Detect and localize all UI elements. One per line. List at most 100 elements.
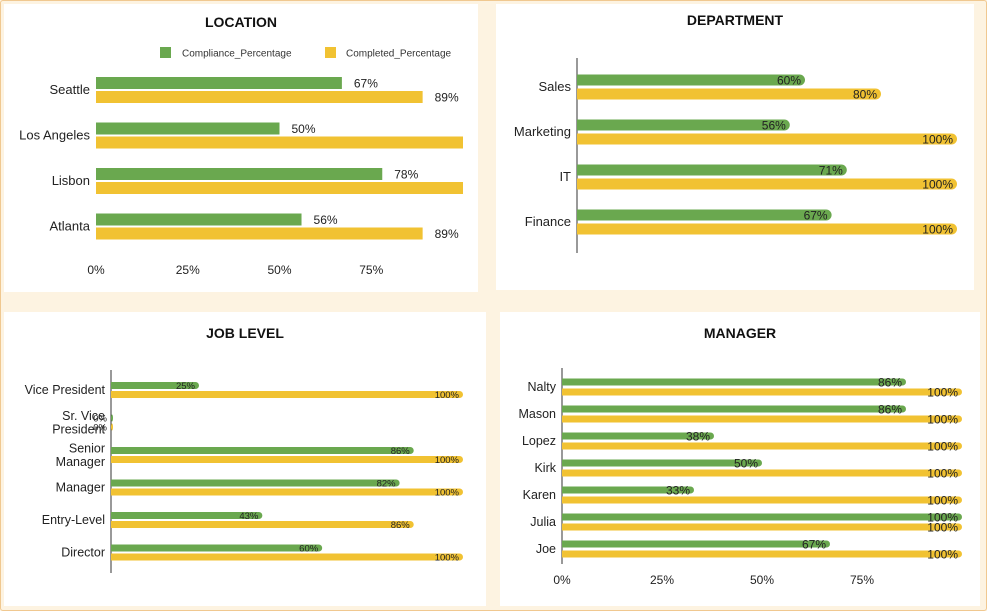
category-label-sr-vice-president: Sr. Vice bbox=[62, 409, 105, 423]
completed-label-entry-level: 86% bbox=[391, 520, 411, 531]
location-chart: Compliance_Percentage Completed_Percenta… bbox=[19, 47, 463, 277]
completed-bar-kirk-base bbox=[562, 469, 569, 477]
compliance-bar-sr-vice-president bbox=[111, 414, 113, 422]
compliance-bar-atlanta bbox=[96, 213, 302, 226]
compliance-label-nalty: 86% bbox=[878, 375, 902, 389]
compliance-label-atlanta: 56% bbox=[314, 213, 338, 227]
completed-bar-lopez-base bbox=[562, 442, 569, 450]
completed-label-it: 100% bbox=[922, 177, 953, 191]
compliance-bar-mason-base bbox=[562, 405, 569, 413]
category-label-kirk: Kirk bbox=[534, 461, 556, 475]
compliance-bar-kirk-base bbox=[562, 459, 569, 467]
category-label-sales: Sales bbox=[538, 79, 571, 94]
completed-label-karen: 100% bbox=[927, 493, 958, 507]
category-label-seattle: Seattle bbox=[50, 82, 90, 97]
completed-bar-joe-base bbox=[562, 550, 569, 558]
compliance-bar-entry-level-base bbox=[111, 512, 118, 519]
location-panel: LOCATION Compliance_Percentage Completed… bbox=[4, 4, 478, 292]
compliance-bar-joe bbox=[562, 540, 830, 548]
department-panel: DEPARTMENT Sales 60% 80% Marketing 56% 100% IT… bbox=[496, 4, 974, 290]
compliance-label-sr-vice-president: 0% bbox=[93, 413, 107, 424]
compliance-bar-karen bbox=[562, 486, 694, 494]
category-label-karen: Karen bbox=[523, 488, 556, 502]
compliance-label-finance: 67% bbox=[804, 208, 828, 222]
compliance-label-seattle: 67% bbox=[354, 76, 378, 90]
completed-bar-joe bbox=[562, 550, 962, 558]
category-label-joe: Joe bbox=[536, 542, 556, 556]
compliance-bar-manager bbox=[111, 479, 400, 487]
compliance-bar-finance bbox=[577, 209, 832, 221]
compliance-label-lopez: 38% bbox=[686, 429, 710, 443]
completed-label-vice-president: 100% bbox=[435, 390, 460, 401]
completed-bar-julia bbox=[562, 523, 962, 531]
completed-bar-los-angeles bbox=[96, 136, 463, 149]
compliance-label-vice-president: 25% bbox=[176, 381, 196, 392]
category-label-nalty: Nalty bbox=[528, 380, 557, 394]
compliance-bar-manager-base bbox=[111, 479, 118, 487]
compliance-bar-nalty-base bbox=[562, 378, 569, 386]
completed-label-seattle: 89% bbox=[435, 90, 459, 104]
category-label-manager: Manager bbox=[56, 481, 105, 495]
legend-completed-swatch bbox=[325, 47, 336, 58]
compliance-bar-finance-base bbox=[577, 209, 588, 221]
completed-label-mason: 100% bbox=[927, 412, 958, 426]
compliance-label-julia: 100% bbox=[927, 510, 958, 524]
category-label-senior-manager: Manager bbox=[56, 455, 105, 469]
compliance-bar-vice-president-base bbox=[111, 382, 118, 389]
completed-label-senior-manager: 100% bbox=[435, 455, 460, 466]
category-label-los-angeles: Los Angeles bbox=[19, 128, 90, 143]
compliance-bar-lisbon bbox=[96, 168, 383, 180]
completed-bar-manager bbox=[111, 488, 463, 496]
completed-label-atlanta: 89% bbox=[435, 227, 459, 241]
completed-bar-marketing bbox=[577, 133, 957, 145]
compliance-bar-julia bbox=[562, 513, 962, 521]
completed-bar-mason-base bbox=[562, 415, 569, 423]
completed-bar-julia-base bbox=[562, 523, 569, 531]
compliance-bar-sales bbox=[577, 74, 805, 86]
completed-label-sr-vice-president: 0% bbox=[93, 422, 107, 433]
completed-bar-entry-level-base bbox=[111, 521, 118, 528]
completed-label-director: 100% bbox=[435, 552, 460, 563]
department-title: DEPARTMENT bbox=[686, 12, 784, 28]
category-label-senior-manager: Senior bbox=[69, 441, 105, 455]
x-tick-2: 50% bbox=[750, 573, 774, 587]
compliance-bar-kirk bbox=[562, 459, 762, 467]
completed-bar-lopez bbox=[562, 442, 962, 450]
completed-label-nalty: 100% bbox=[927, 385, 958, 399]
completed-bar-finance-base bbox=[577, 223, 588, 235]
job-level-title: JOB LEVEL bbox=[206, 325, 284, 341]
manager-panel: MANAGER Nalty 86% 100% Mason 86% 100% Lopez 38%… bbox=[500, 312, 980, 606]
compliance-bar-julia-base bbox=[562, 513, 569, 521]
compliance-bar-karen-base bbox=[562, 486, 569, 494]
compliance-label-sales: 60% bbox=[777, 73, 801, 87]
manager-title: MANAGER bbox=[703, 325, 777, 341]
compliance-bar-it bbox=[577, 164, 847, 176]
compliance-label-mason: 86% bbox=[878, 402, 902, 416]
category-label-lopez: Lopez bbox=[522, 434, 556, 448]
x-tick-0: 0% bbox=[553, 573, 571, 587]
compliance-bar-marketing-base bbox=[577, 119, 588, 131]
compliance-bar-senior-manager-base bbox=[111, 447, 118, 454]
compliance-bar-director bbox=[111, 544, 323, 552]
category-label-mason: Mason bbox=[518, 407, 556, 421]
category-label-julia: Julia bbox=[530, 515, 556, 529]
completed-bar-manager-base bbox=[111, 488, 118, 496]
category-label-finance: Finance bbox=[525, 214, 571, 229]
compliance-bar-seattle bbox=[96, 77, 342, 89]
compliance-bar-senior-manager bbox=[111, 447, 414, 454]
completed-label-finance: 100% bbox=[922, 222, 953, 236]
completed-bar-senior-manager-base bbox=[111, 456, 118, 463]
completed-bar-finance bbox=[577, 223, 957, 235]
department-chart: Sales 60% 80% Marketing 56% 100% IT 71% 100% Fina… bbox=[514, 58, 957, 253]
completed-bar-it bbox=[577, 178, 957, 190]
completed-label-marketing: 100% bbox=[922, 132, 953, 146]
completed-label-manager: 100% bbox=[435, 487, 460, 498]
compliance-label-director: 60% bbox=[299, 543, 319, 554]
completed-bar-entry-level bbox=[111, 521, 414, 528]
x-tick-1: 25% bbox=[176, 263, 200, 277]
completed-bar-nalty-base bbox=[562, 388, 569, 396]
x-tick-0: 0% bbox=[87, 263, 105, 277]
completed-label-kirk: 100% bbox=[927, 466, 958, 480]
compliance-bar-lopez-base bbox=[562, 432, 569, 440]
compliance-label-entry-level: 43% bbox=[239, 511, 259, 522]
